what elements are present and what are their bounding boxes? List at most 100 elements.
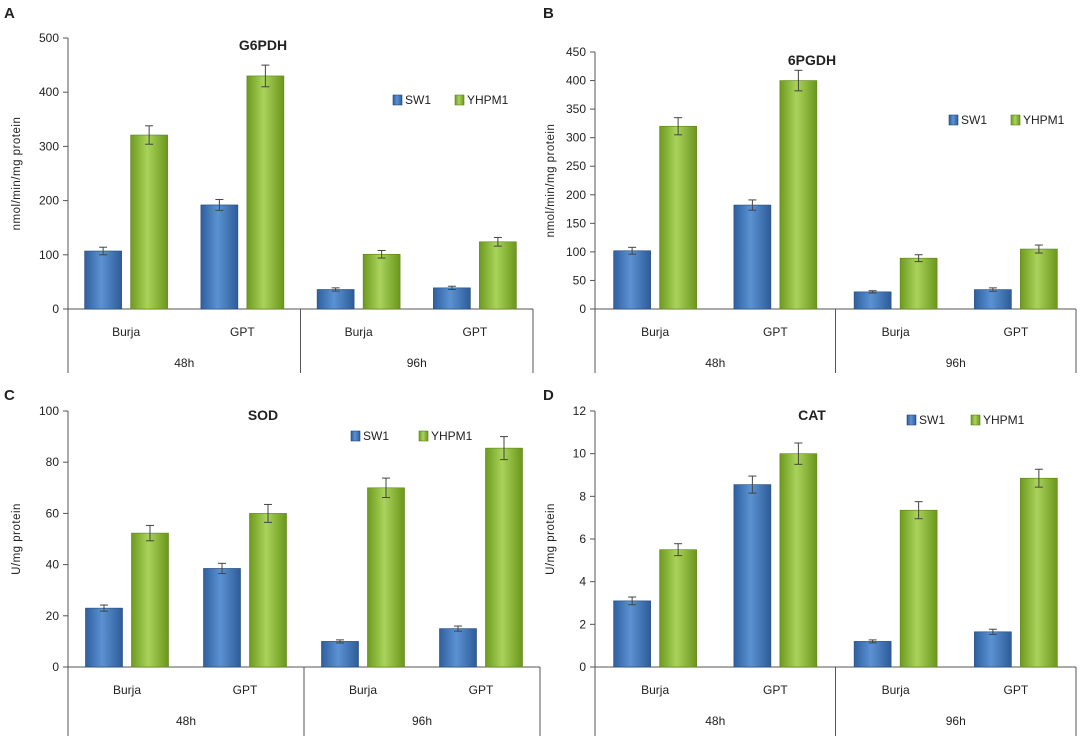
bar-yhpm1-1: [659, 125, 697, 310]
bar-sw1-1: [84, 250, 122, 310]
y-tick-label: 300: [39, 139, 59, 153]
bar-sw1-4: [433, 287, 471, 310]
bar-sw1-3: [853, 291, 892, 310]
bar-yhpm1-4: [1020, 477, 1058, 668]
x-category-label: Burja: [641, 683, 669, 697]
legend: SW1 YHPM1: [906, 413, 1025, 427]
x-category-label: GPT: [230, 325, 255, 339]
y-tick-label: 300: [566, 131, 586, 145]
legend-swatch-sw1: [350, 430, 361, 442]
x-category-label: Burja: [641, 325, 669, 339]
chart-panel-b: B 6PGDH nmol/min/mg protein 0 50 100 150 200 250…: [543, 5, 1077, 373]
x-group-label: 96h: [946, 714, 966, 728]
y-tick-label: 200: [566, 188, 586, 202]
x-category-label: GPT: [463, 325, 488, 339]
legend: SW1 YHPM1: [392, 93, 509, 107]
x-category-label: Burja: [345, 325, 373, 339]
x-category-label: GPT: [469, 683, 494, 697]
y-tick-label: 60: [46, 506, 60, 520]
bar-sw1-3: [853, 641, 892, 668]
bar-sw1-4: [439, 628, 477, 668]
legend: SW1 YHPM1: [350, 429, 473, 443]
y-tick-label: 4: [579, 575, 586, 589]
legend-swatch-yhpm1: [418, 430, 429, 442]
x-group-label: 96h: [407, 356, 427, 370]
bar-sw1-1: [85, 607, 123, 668]
x-group-label: 96h: [946, 356, 966, 370]
y-tick-label: 400: [566, 74, 586, 88]
bar-yhpm1-4: [485, 447, 523, 668]
legend-swatch-yhpm1: [1010, 114, 1021, 126]
x-category-label: GPT: [1004, 325, 1029, 339]
chart-title: G6PDH: [239, 37, 287, 53]
y-axis-label: U/mg protein: [545, 503, 557, 575]
bar-sw1-4: [974, 631, 1012, 668]
y-tick-label: 250: [566, 159, 586, 173]
y-tick-label: 100: [39, 248, 59, 262]
y-tick-label: 100: [566, 245, 586, 259]
bar-sw1-2: [203, 568, 241, 668]
bar-yhpm1-1: [659, 549, 697, 668]
y-tick-label: 0: [52, 660, 59, 674]
bar-yhpm1-1: [130, 134, 168, 310]
y-tick-label: 10: [573, 447, 587, 461]
y-tick-label: 20: [46, 609, 60, 623]
x-category-label: Burja: [349, 683, 377, 697]
y-tick-label: 400: [39, 85, 59, 99]
panel-letter: C: [4, 387, 15, 404]
x-category-label: GPT: [1004, 683, 1029, 697]
chart-panel-a: A G6PDH nmol/min/mg protein 0 100 200 300 400 50…: [4, 5, 534, 373]
y-tick-label: 50: [573, 273, 587, 287]
x-group-label: 48h: [174, 356, 194, 370]
y-tick-label: 450: [566, 45, 586, 59]
y-axis-label: nmol/min/mg protein: [11, 117, 23, 231]
bar-yhpm1-4: [479, 241, 517, 310]
bar-yhpm1-2: [246, 75, 285, 310]
chart-panel-d: D CAT U/mg protein 0 2 4 6 8 10 12 Burja GPT Burja GP…: [543, 387, 1077, 736]
y-tick-label: 100: [39, 404, 59, 418]
bar-yhpm1-3: [362, 253, 401, 310]
legend-label-sw1: SW1: [961, 113, 987, 127]
x-category-label: Burja: [882, 683, 910, 697]
legend-swatch-sw1: [948, 114, 959, 126]
chart-panel-c: C SOD U/mg protein 0 20 40 60 80 100 Burja GPT Burj…: [4, 387, 541, 736]
y-tick-label: 80: [46, 455, 60, 469]
bar-yhpm1-2: [779, 453, 818, 668]
y-tick-label: 150: [566, 216, 586, 230]
y-tick-label: 0: [579, 660, 586, 674]
legend-label-yhpm1: YHPM1: [467, 93, 509, 107]
chart-title: SOD: [248, 407, 278, 423]
x-category-label: Burja: [882, 325, 910, 339]
y-tick-label: 0: [579, 302, 586, 316]
x-group-label: 48h: [705, 356, 725, 370]
bar-yhpm1-3: [899, 257, 938, 310]
x-group-label: 48h: [705, 714, 725, 728]
bar-yhpm1-1: [131, 532, 169, 668]
legend-label-sw1: SW1: [919, 413, 945, 427]
legend-label-yhpm1: YHPM1: [983, 413, 1025, 427]
chart-title: CAT: [798, 407, 826, 423]
bar-sw1-2: [733, 484, 772, 668]
legend-swatch-sw1: [392, 94, 403, 106]
bar-yhpm1-3: [899, 509, 938, 668]
bar-sw1-1: [613, 600, 651, 668]
legend-label-sw1: SW1: [363, 429, 389, 443]
y-tick-label: 0: [52, 302, 59, 316]
y-axis-label: nmol/min/mg protein: [545, 124, 557, 238]
y-tick-label: 2: [579, 617, 586, 631]
bar-yhpm1-3: [367, 487, 405, 668]
chart-title: 6PGDH: [788, 52, 836, 68]
y-axis-label: U/mg protein: [11, 503, 23, 575]
y-tick-label: 6: [579, 532, 586, 546]
x-category-label: GPT: [233, 683, 258, 697]
legend: SW1 YHPM1: [948, 113, 1065, 127]
y-tick-label: 350: [566, 102, 586, 116]
x-category-label: GPT: [763, 683, 788, 697]
bar-sw1-4: [974, 289, 1012, 310]
x-category-label: GPT: [763, 325, 788, 339]
bar-sw1-2: [733, 204, 772, 310]
legend-label-sw1: SW1: [405, 93, 431, 107]
legend-label-yhpm1: YHPM1: [1023, 113, 1065, 127]
x-group-label: 48h: [176, 714, 196, 728]
